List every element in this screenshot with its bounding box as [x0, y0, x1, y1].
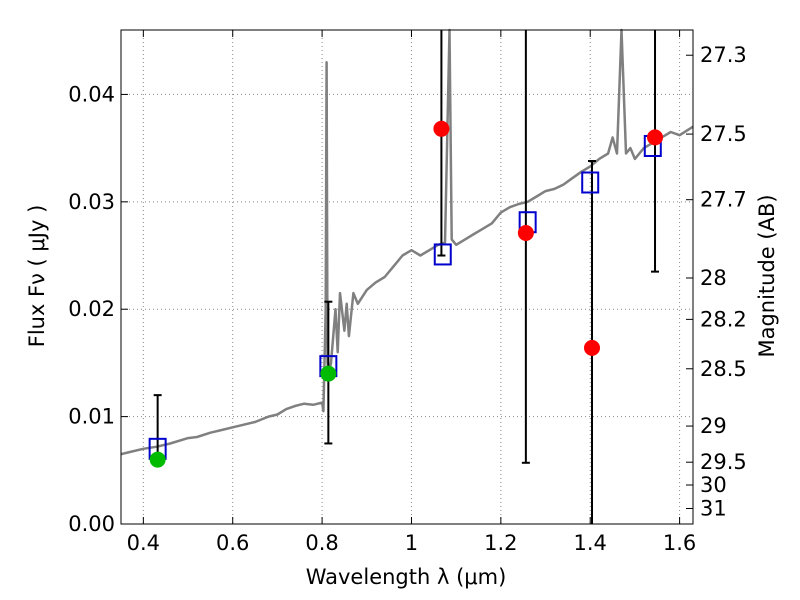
data-point: [647, 129, 664, 146]
data-point: [517, 224, 534, 241]
spectrum-series: [120, 28, 694, 456]
observed-photometry-series: [149, 120, 664, 468]
y-tick-label: 0.03: [68, 190, 115, 214]
x-tick-label: 0.4: [127, 531, 160, 555]
y-tick-label: 0.00: [68, 512, 115, 536]
data-point: [584, 339, 601, 356]
data-point: [433, 120, 450, 137]
right-tick-label: 27.7: [700, 188, 747, 212]
data-point: [149, 451, 166, 468]
x-tick-label: 0.6: [216, 531, 249, 555]
right-tick-label: 31: [700, 496, 727, 520]
grid: [121, 30, 693, 525]
x-axis-ticks: 0.4 0.6 0.8 1 1.2 1.4 1.6: [127, 30, 696, 555]
right-tick-label: 29.5: [700, 450, 747, 474]
right-tick-label: 27.5: [700, 122, 747, 146]
x-tick-label: 1.2: [484, 531, 517, 555]
model-point: [581, 171, 600, 194]
right-tick-label: 27.3: [700, 43, 747, 67]
x-tick-label: 1.4: [574, 531, 607, 555]
x-tick-label: 1.6: [663, 531, 696, 555]
y-tick-label: 0.04: [68, 82, 115, 106]
right-tick-label: 28.2: [700, 307, 747, 331]
spectrum-line: [120, 28, 694, 456]
x-axis-label: Wavelength λ (μm): [306, 565, 507, 589]
right-tick-label: 29: [700, 414, 727, 438]
y-axis-ticks: 0.00 0.01 0.02 0.03 0.04: [68, 82, 128, 536]
right-tick-label: 30: [700, 473, 727, 497]
error-bars: [153, 30, 660, 524]
x-tick-label: 0.8: [305, 531, 338, 555]
y-tick-label: 0.01: [68, 405, 115, 429]
model-photometry-series: [148, 134, 662, 460]
plot-frame: [120, 29, 694, 525]
data-point: [320, 365, 337, 382]
y-axis-label: Flux Fν ( μJy ): [25, 205, 49, 348]
model-point: [433, 243, 452, 266]
right-tick-label: 28.5: [700, 357, 747, 381]
x-tick-label: 1: [405, 531, 418, 555]
right-tick-label: 28: [700, 266, 727, 290]
y-tick-label: 0.02: [68, 297, 115, 321]
right-axis-label: Magnitude (AB): [755, 194, 779, 357]
